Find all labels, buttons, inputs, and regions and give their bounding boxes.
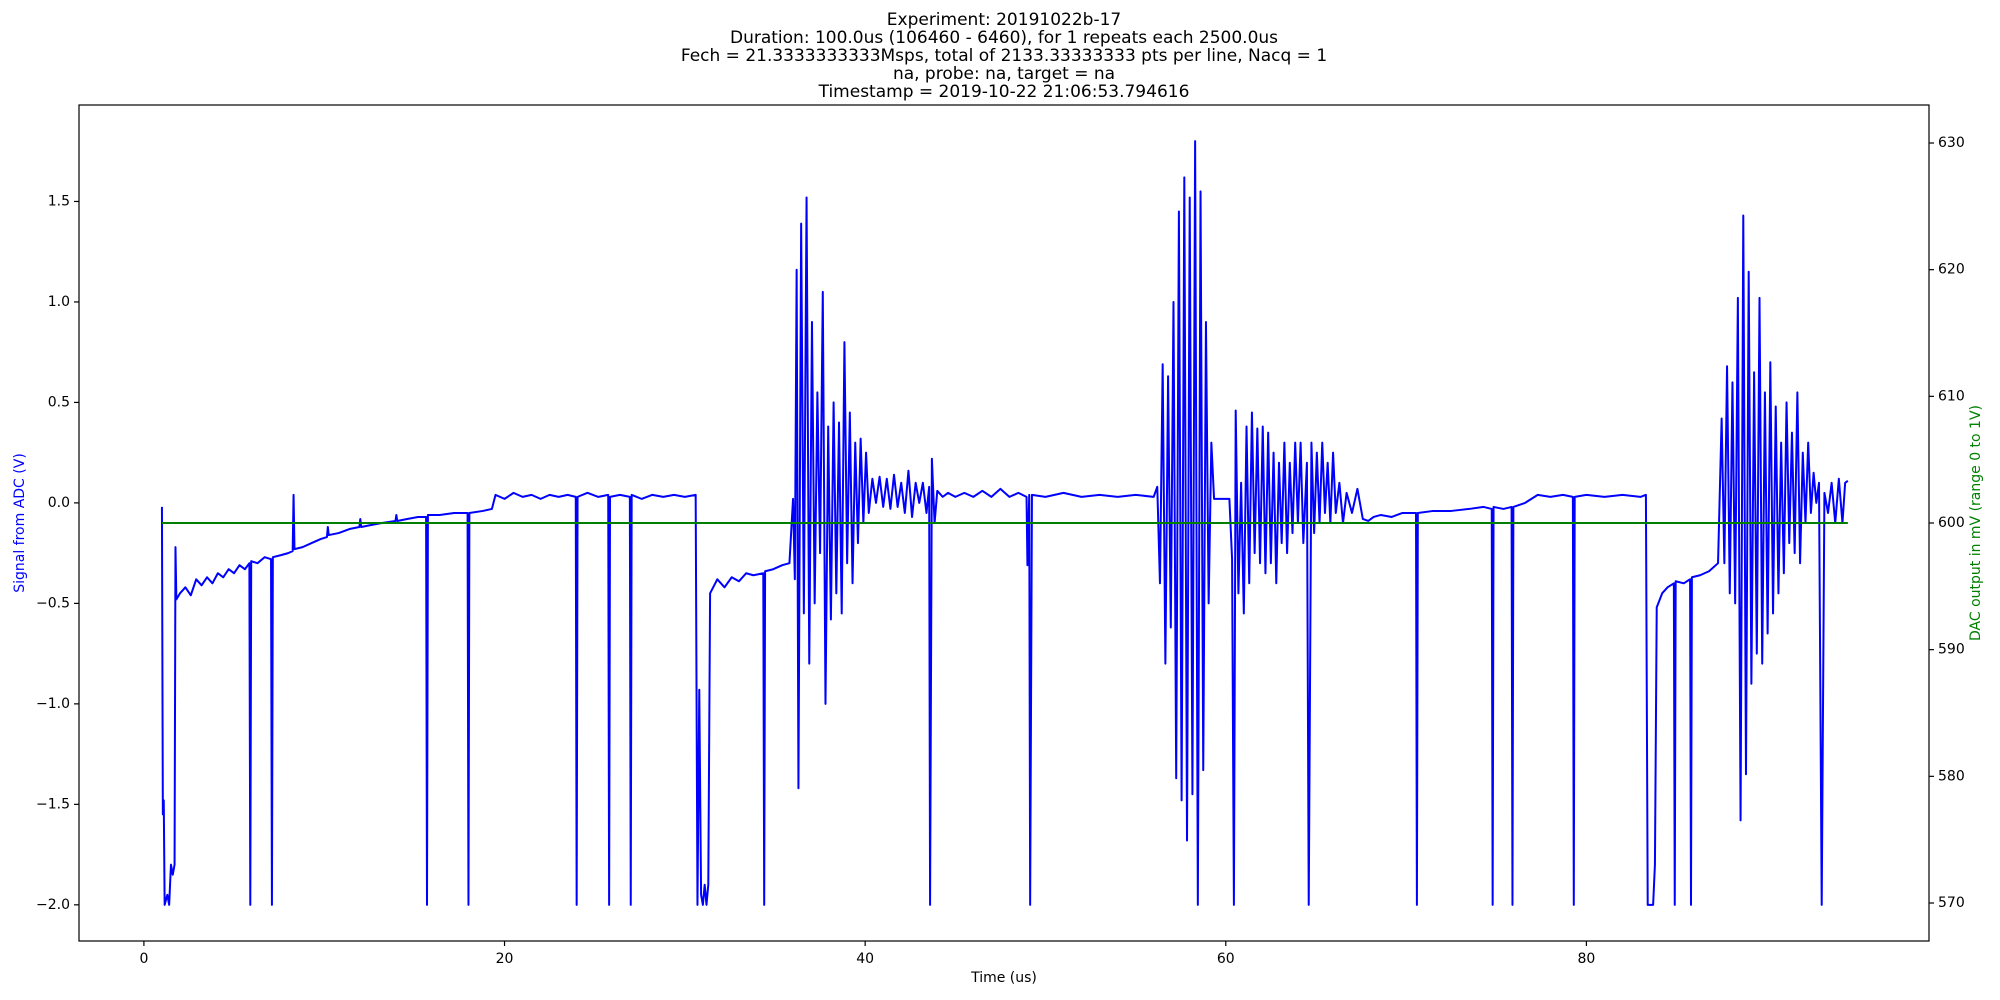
- y-tick-label: 0.0: [48, 495, 70, 511]
- y2-axis-label: DAC output in mV (range 0 to 1V): [1968, 405, 1984, 641]
- y-tick-label: 0.5: [48, 394, 70, 410]
- y2-tick-label: 600: [1938, 515, 1965, 531]
- y-tick-label: −2.0: [36, 897, 70, 913]
- y2-tick-label: 590: [1938, 642, 1965, 658]
- y-tick-label: 1.0: [48, 294, 70, 310]
- chart-title: na, probe: na, target = na: [893, 64, 1115, 84]
- series-line: [160, 140, 1849, 906]
- chart-title: Fech = 21.3333333333Msps, total of 2133.…: [681, 46, 1327, 66]
- y2-tick-label: 620: [1938, 262, 1965, 278]
- y2-tick-label: 610: [1938, 388, 1965, 404]
- y2-tick-label: 580: [1938, 768, 1965, 784]
- x-axis-label: Time (us): [970, 970, 1037, 986]
- x-tick-label: 20: [496, 951, 514, 967]
- chart-title: Timestamp = 2019-10-22 21:06:53.794616: [818, 82, 1190, 102]
- y2-tick-label: 570: [1938, 895, 1965, 911]
- x-tick-label: 40: [856, 951, 874, 967]
- y-tick-label: −1.5: [36, 796, 70, 812]
- y-tick-label: −1.0: [36, 696, 70, 712]
- y-tick-label: −0.5: [36, 595, 70, 611]
- x-tick-label: 0: [139, 951, 148, 967]
- x-tick-label: 80: [1577, 951, 1595, 967]
- y2-tick-label: 630: [1938, 135, 1965, 151]
- chart-title: Duration: 100.0us (106460 - 6460), for 1…: [730, 28, 1278, 48]
- chart-title: Experiment: 20191022b-17: [887, 10, 1121, 30]
- x-tick-label: 60: [1217, 951, 1235, 967]
- y-axis-label: Signal from ADC (V): [12, 453, 28, 593]
- y-tick-label: 1.5: [48, 193, 70, 209]
